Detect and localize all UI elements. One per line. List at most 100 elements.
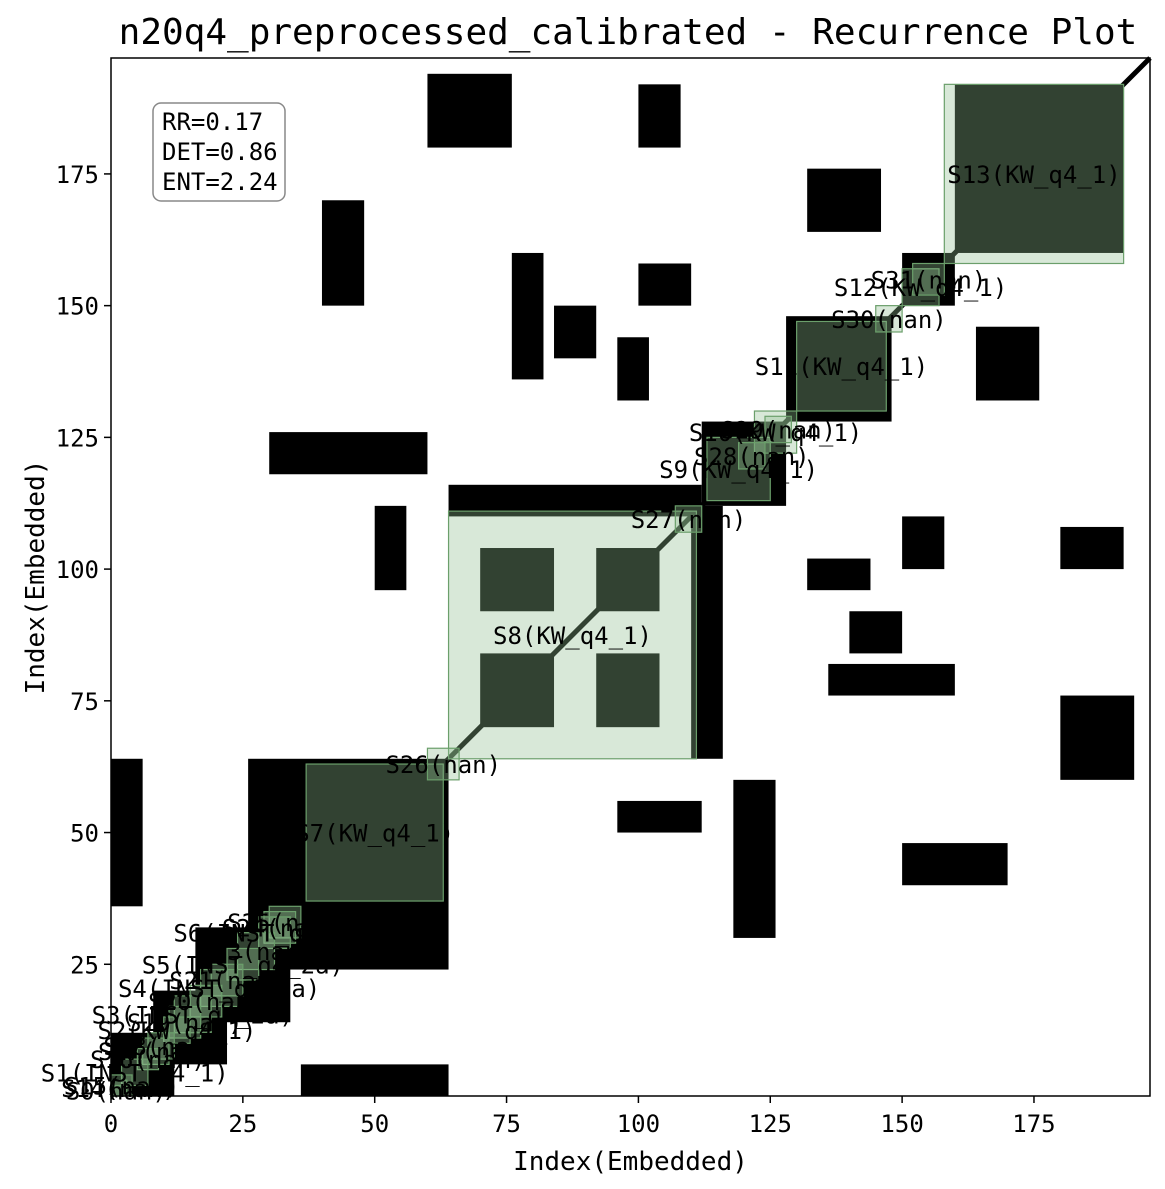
segment-label: S13(KW_q4_1) <box>947 161 1120 189</box>
segment-label: S27(nan) <box>631 506 747 534</box>
y-tick-label: 75 <box>70 688 99 716</box>
x-tick: 150 <box>880 1096 924 1138</box>
segment-box <box>912 262 945 296</box>
segment-label: S18(nan) <box>103 1033 219 1061</box>
segment-label: S19(nan) <box>127 1009 243 1037</box>
segment-label: S20(nan) <box>148 988 264 1016</box>
line-of-identity <box>109 56 1152 1098</box>
recurrence-block <box>902 516 945 570</box>
recurrence-block <box>828 663 955 696</box>
segment-box <box>426 747 460 781</box>
segment-label: S29(nan) <box>720 416 836 444</box>
x-tick: 175 <box>1012 1096 1056 1138</box>
segment-label: S16(nan) <box>90 1046 206 1074</box>
x-tick-label: 50 <box>360 1110 389 1138</box>
x-tick: 50 <box>360 1096 389 1138</box>
segment-boxes <box>110 83 1125 1097</box>
segment-label: S30(nan) <box>831 306 947 334</box>
y-axis-label: Index(Embedded) <box>21 460 51 695</box>
segment-label: S12(KW_q4_1) <box>834 274 1007 302</box>
segment-box <box>163 1016 191 1044</box>
segment-label: S17(nan) <box>98 1038 214 1066</box>
x-tick: 0 <box>104 1096 118 1138</box>
identity-diagonal <box>109 56 1152 1098</box>
recurrence-block <box>374 505 407 591</box>
recurrence-block <box>321 200 365 306</box>
x-tick-label: 125 <box>749 1110 792 1138</box>
x-tick-label: 100 <box>617 1110 660 1138</box>
y-tick: 175 <box>56 161 111 189</box>
x-tick: 25 <box>228 1096 257 1138</box>
x-tick-label: 150 <box>880 1110 923 1138</box>
segment-label: S6(INST_q4_2b) <box>173 920 375 948</box>
x-tick: 125 <box>749 1096 792 1138</box>
segment-label: S10(KW_q4_1) <box>689 419 862 447</box>
segment-label: S9(KW_q4_1) <box>659 456 818 484</box>
recurrence-block <box>111 758 143 907</box>
segment-box <box>901 268 940 307</box>
y-tick-label: 25 <box>70 951 99 979</box>
segment-box <box>200 968 239 1008</box>
y-tick-label: 175 <box>56 161 99 189</box>
recurrence-block <box>902 843 1008 886</box>
segment-label: S26(nan) <box>385 751 501 779</box>
recurrence-block <box>427 73 512 148</box>
recurrence-block <box>733 779 776 938</box>
chart-title: n20q4_preprocessed_calibrated - Recurren… <box>119 12 1138 53</box>
segment-label: S1(INST_q4_1) <box>41 1059 229 1087</box>
segment-label: S24(nan) <box>222 914 338 942</box>
segment-box <box>764 415 792 444</box>
x-tick-label: 0 <box>104 1110 118 1138</box>
recurrence-block <box>1060 526 1124 570</box>
stat-ent: ENT=2.24 <box>162 168 278 196</box>
recurrence-block <box>617 337 649 401</box>
recurrence-block <box>807 558 871 591</box>
segment-box <box>120 1058 149 1087</box>
y-tick: 50 <box>70 820 111 848</box>
x-tick-label: 75 <box>492 1110 521 1138</box>
stats-box-background <box>152 102 286 202</box>
segment-box <box>753 410 798 454</box>
y-tick: 100 <box>56 556 111 584</box>
segment-box <box>189 984 223 1018</box>
recurrence-block <box>596 653 660 728</box>
segment-box <box>875 305 903 333</box>
plot-frame <box>110 57 1151 1097</box>
recurrence-block <box>269 432 428 475</box>
segment-label: S11(KW_q4_1) <box>755 353 928 381</box>
y-tick-label: 50 <box>70 820 99 848</box>
segment-box <box>236 932 276 971</box>
segment-box <box>796 320 887 412</box>
recurrence-block <box>480 548 555 612</box>
segment-label: S28(nan) <box>694 443 810 471</box>
segment-box <box>147 1032 175 1060</box>
y-tick-label: 150 <box>56 293 99 321</box>
y-tick: 150 <box>56 293 111 321</box>
segment-label: S25(nan) <box>227 909 343 937</box>
segment-label: S2(KW_q4_1) <box>97 1017 256 1045</box>
recurrence-block <box>617 800 702 833</box>
plot-area: S13(KW_q4_1) S8(KW_q4_1) S7(KW_q4_1) S11(KW… <box>41 56 1152 1106</box>
x-tick-label: 175 <box>1012 1110 1055 1138</box>
segment-label: S21(nan) <box>169 967 285 995</box>
segment-label: S31(nan) <box>871 266 987 294</box>
recurrence-block <box>807 168 882 232</box>
x-tick-label: 25 <box>228 1110 257 1138</box>
recurrence-block <box>849 611 903 654</box>
segment-label: S14(nan) <box>61 1075 177 1103</box>
y-tick: 25 <box>70 951 111 979</box>
segment-label: S4(INST_q4_2a) <box>118 975 320 1003</box>
segment-box <box>738 442 766 470</box>
x-axis-label: Index(Embedded) <box>513 1147 748 1177</box>
x-tick: 75 <box>492 1096 521 1138</box>
segment-label: S7(KW_q4_1) <box>295 820 454 848</box>
recurrence-block <box>638 84 681 148</box>
y-tick-label: 100 <box>56 556 99 584</box>
x-axis-ticks: 0 25 50 75 100 125 150 175 <box>104 1096 1056 1138</box>
recurrence-block <box>511 252 544 380</box>
segment-box <box>142 1037 170 1065</box>
segment-box <box>173 995 212 1034</box>
x-tick: 100 <box>617 1096 660 1138</box>
